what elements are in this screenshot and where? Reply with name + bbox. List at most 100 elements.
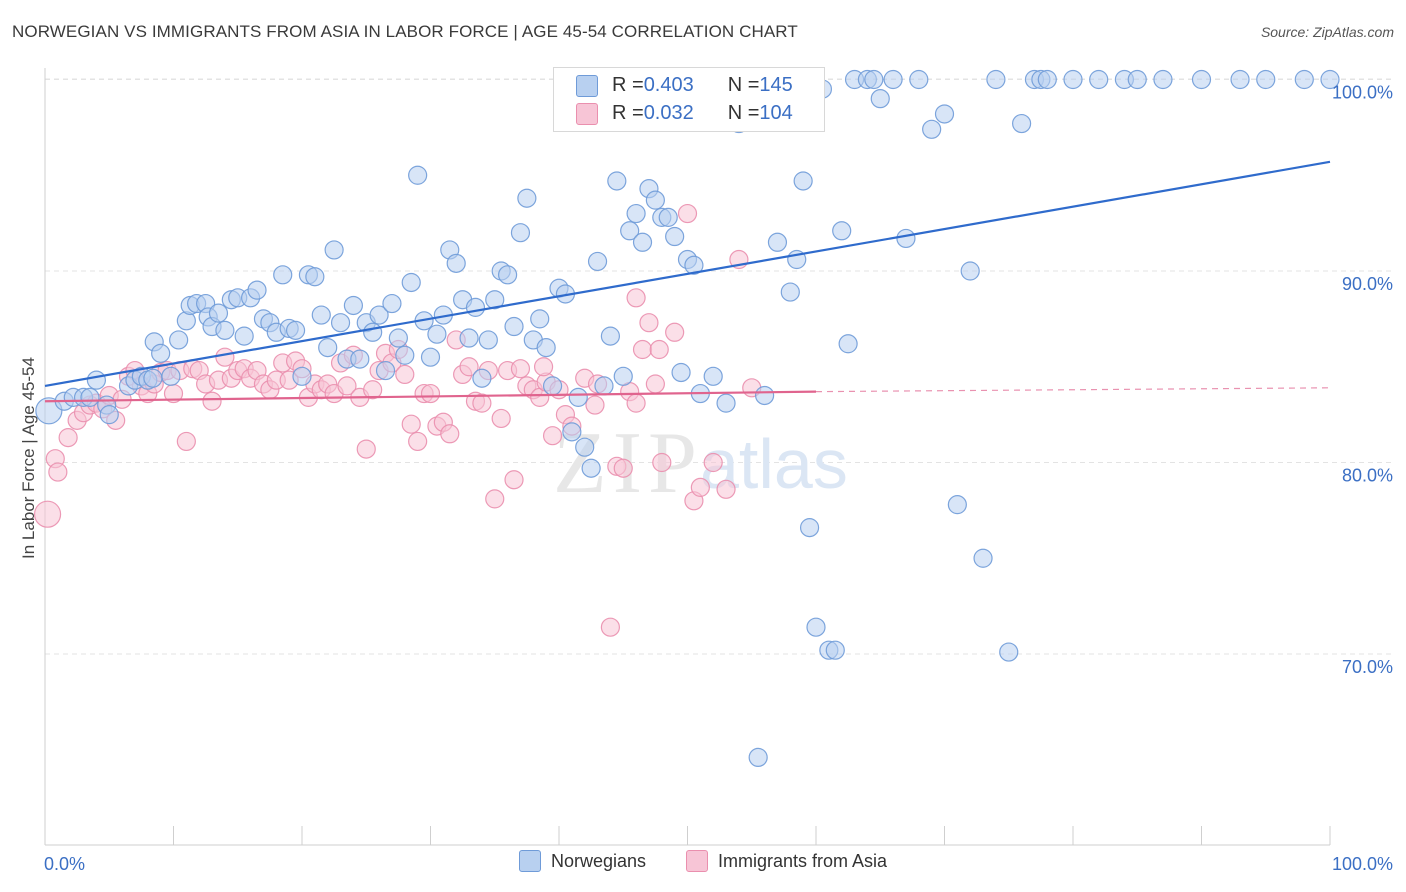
axes bbox=[44, 68, 1331, 846]
n-label: N = bbox=[727, 74, 760, 96]
norwegian-point bbox=[883, 69, 903, 90]
norwegian-point bbox=[999, 642, 1019, 662]
norwegian-point bbox=[799, 518, 820, 538]
source-label: Source: ZipAtlas.com bbox=[1260, 24, 1394, 40]
norwegian-point bbox=[864, 69, 884, 90]
y-tick-label: 80.0% bbox=[1342, 466, 1393, 486]
norwegian-point bbox=[780, 282, 800, 302]
norwegian-point bbox=[607, 171, 627, 191]
asia-point bbox=[716, 479, 736, 499]
norwegian-point bbox=[388, 328, 408, 348]
norwegian-point bbox=[446, 253, 466, 273]
norwegian-point bbox=[626, 203, 646, 224]
norwegian-point bbox=[478, 330, 498, 350]
legend-item-norwegians[interactable]: Norwegians bbox=[518, 850, 646, 872]
norwegians-swatch bbox=[576, 74, 598, 97]
norwegian-point bbox=[825, 640, 845, 660]
asia-point bbox=[504, 470, 524, 490]
asia-point bbox=[337, 376, 357, 396]
norwegian-point bbox=[536, 338, 556, 358]
norwegian-point bbox=[273, 265, 293, 285]
stats-box: R = 0.403 N = 145 R = 0.032 N = 104 bbox=[553, 67, 825, 132]
stats-row-asia: R = 0.032 N = 104 bbox=[576, 102, 793, 125]
norwegian-point bbox=[838, 334, 858, 354]
norwegian-point bbox=[530, 309, 550, 329]
asia-point bbox=[215, 347, 235, 367]
asia-point bbox=[58, 428, 78, 448]
norwegian-point bbox=[86, 370, 107, 390]
asia-point bbox=[665, 322, 685, 342]
norwegian-point bbox=[568, 387, 588, 407]
norwegian-point bbox=[1153, 69, 1173, 90]
norwegian-point bbox=[285, 320, 306, 340]
norwegian-point bbox=[896, 228, 916, 249]
norwegian-trend-line bbox=[44, 160, 1331, 387]
norwegian-point bbox=[459, 328, 479, 348]
asia-point bbox=[703, 452, 723, 473]
norwegian-point bbox=[703, 366, 723, 386]
legend-swatch-blue bbox=[518, 850, 541, 872]
norwegian-point bbox=[587, 251, 608, 272]
norwegian-point bbox=[960, 261, 980, 281]
norwegian-point bbox=[1127, 69, 1147, 90]
asia-point bbox=[420, 383, 441, 404]
asia-point bbox=[485, 489, 505, 509]
norwegian-point bbox=[1256, 69, 1276, 90]
norwegian-point bbox=[1191, 69, 1212, 90]
norwegian-point bbox=[382, 293, 402, 314]
norwegian-point bbox=[562, 422, 582, 442]
norwegian-point bbox=[600, 326, 621, 346]
norwegian-point bbox=[870, 89, 890, 109]
norwegian-point bbox=[767, 232, 788, 252]
asia-point bbox=[408, 431, 428, 452]
norwegian-point bbox=[542, 376, 563, 396]
norwegian-point bbox=[324, 240, 344, 260]
norwegian-point bbox=[1294, 69, 1314, 90]
asia-point bbox=[652, 452, 672, 473]
norwegian-point bbox=[671, 362, 691, 383]
asia-point bbox=[472, 393, 492, 413]
norwegian-point bbox=[510, 223, 531, 243]
norwegian-point bbox=[485, 290, 505, 310]
norwegian-point bbox=[472, 368, 492, 388]
norwegian-point bbox=[1037, 69, 1057, 90]
n-value: 145 bbox=[759, 74, 793, 96]
norwegian-point bbox=[395, 345, 415, 365]
asia-swatch bbox=[576, 102, 598, 125]
norwegian-point bbox=[215, 320, 235, 340]
norwegian-point bbox=[684, 255, 704, 275]
norwegian-point bbox=[169, 330, 189, 350]
x-tick-label: 0.0% bbox=[44, 854, 85, 874]
norwegian-point bbox=[748, 747, 768, 768]
asia-point bbox=[401, 414, 421, 434]
norwegian-point bbox=[247, 280, 267, 300]
norwegian-point bbox=[754, 385, 775, 406]
asia-point bbox=[632, 339, 653, 360]
r-label: R = bbox=[612, 74, 644, 96]
norwegian-point bbox=[465, 297, 486, 317]
asia-point bbox=[363, 380, 383, 400]
norwegian-point bbox=[716, 393, 736, 413]
norwegian-point bbox=[234, 326, 254, 346]
asia-point bbox=[510, 359, 531, 379]
asia-point bbox=[176, 431, 196, 452]
norwegian-point bbox=[427, 324, 447, 344]
norwegian-point bbox=[1320, 69, 1340, 90]
norwegian-point bbox=[375, 360, 396, 381]
norwegian-point bbox=[161, 366, 181, 386]
chart-title: NORWEGIAN VS IMMIGRANTS FROM ASIA IN LAB… bbox=[12, 22, 798, 41]
norwegian-point bbox=[99, 405, 119, 425]
norwegian-point bbox=[330, 313, 351, 333]
n-label: N = bbox=[727, 102, 760, 124]
asia-point bbox=[600, 617, 621, 637]
norwegian-point bbox=[594, 376, 614, 396]
norwegian-point bbox=[1011, 113, 1032, 134]
norwegian-point bbox=[665, 226, 685, 247]
asia-point bbox=[48, 462, 68, 482]
legend-label-norwegians: Norwegians bbox=[550, 850, 646, 871]
legend-item-asia[interactable]: Immigrants from Asia bbox=[686, 850, 887, 872]
norwegian-point bbox=[1089, 69, 1109, 90]
norwegian-point bbox=[793, 171, 813, 191]
norwegian-point bbox=[947, 495, 967, 515]
